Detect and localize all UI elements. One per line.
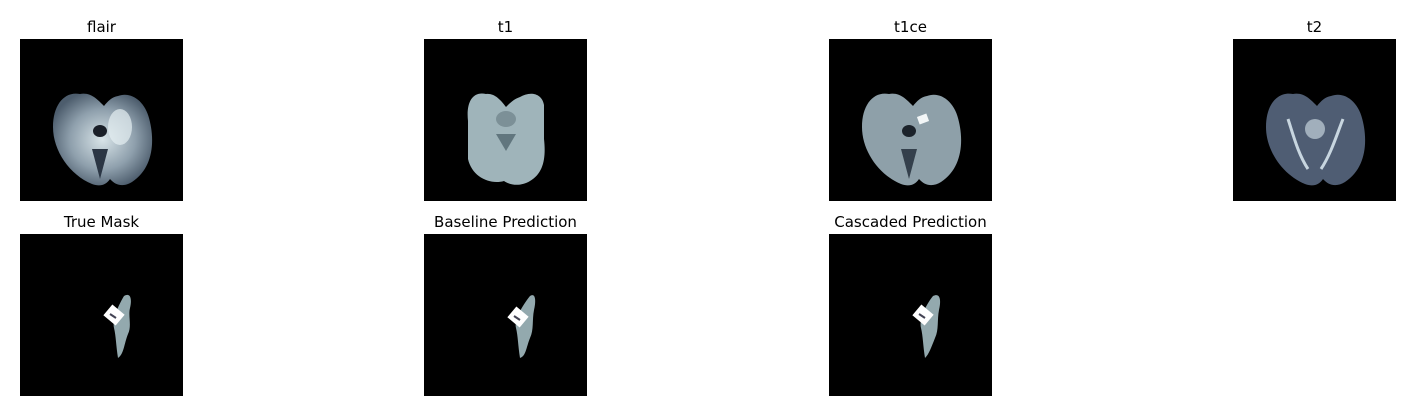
baseline-prediction-image	[424, 234, 587, 396]
t1ce-image	[829, 39, 992, 201]
panel-title: t1ce	[894, 18, 927, 36]
panel-title: True Mask	[63, 213, 140, 231]
cascaded-prediction-image	[829, 234, 992, 396]
panel-title: Baseline Prediction	[434, 213, 577, 231]
t1-image	[424, 39, 587, 201]
t2-image	[1233, 39, 1396, 201]
true-mask-image	[20, 234, 183, 396]
panel-title: Cascaded Prediction	[834, 213, 987, 231]
panel-title: flair	[87, 18, 116, 36]
flair-image	[20, 39, 183, 201]
panel-title: t2	[1306, 18, 1323, 36]
panel-title: t1	[497, 18, 514, 36]
